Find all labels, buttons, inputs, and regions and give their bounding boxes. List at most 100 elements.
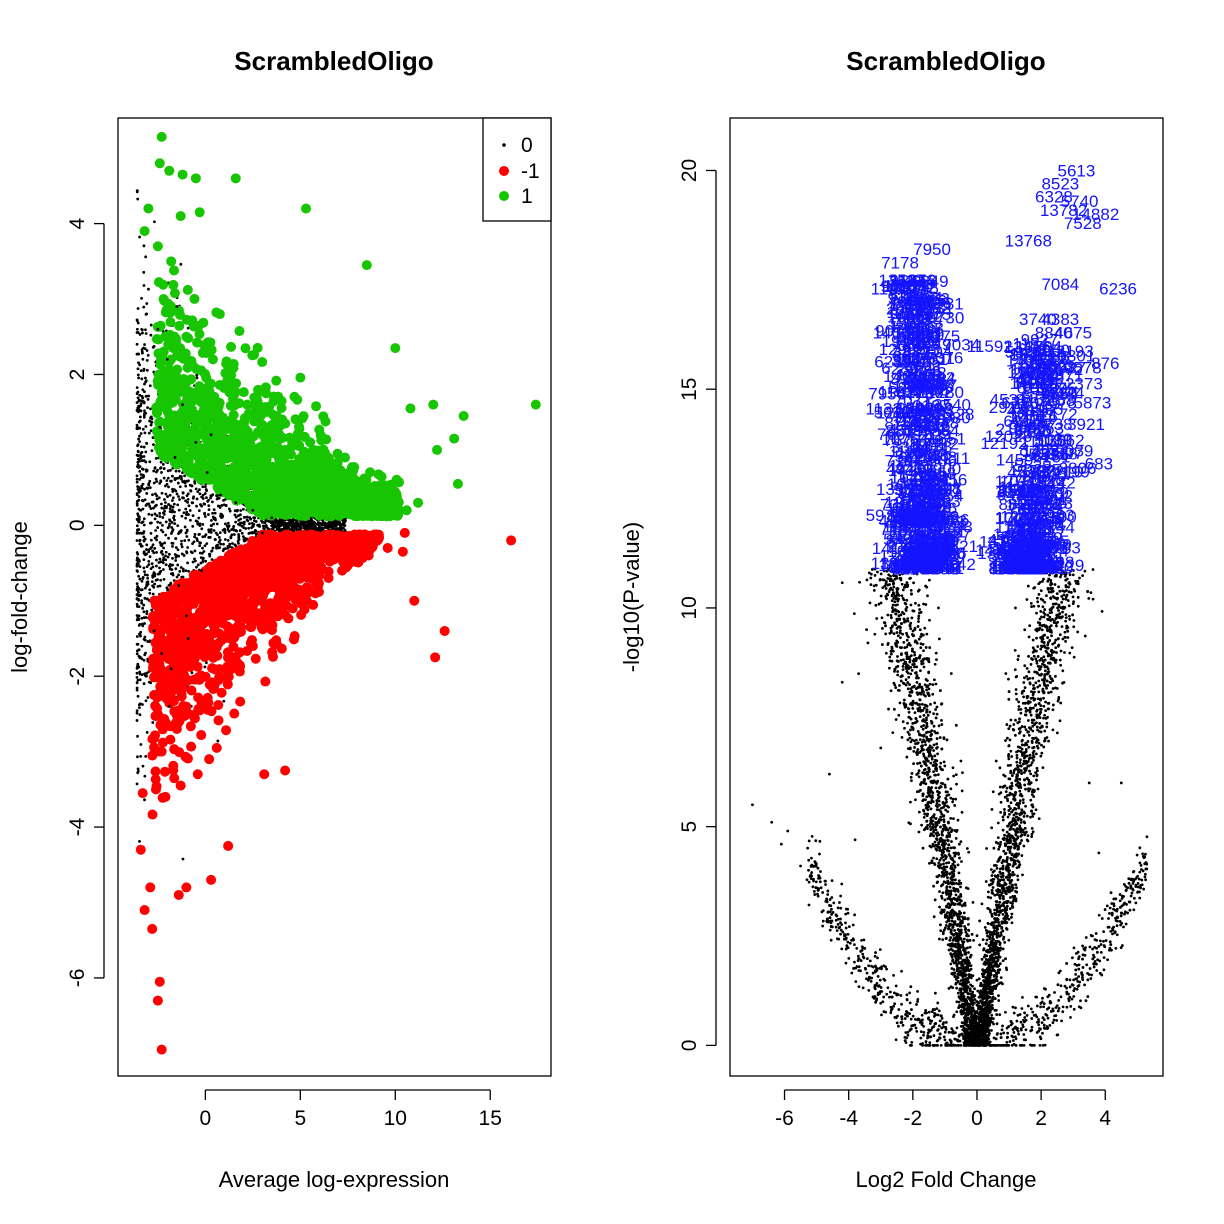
point-unchanged	[222, 498, 225, 502]
point-unchanged	[166, 588, 169, 592]
point-unchanged	[135, 392, 139, 395]
point-down	[204, 637, 215, 648]
point-unchanged	[151, 565, 155, 569]
point-unchanged	[232, 528, 236, 532]
point-unchanged	[162, 577, 166, 581]
point-unchanged	[171, 573, 175, 577]
point-unchanged	[136, 367, 140, 371]
point-unchanged	[190, 671, 194, 675]
point-unchanged	[135, 618, 139, 622]
point-unchanged	[167, 485, 170, 489]
point-down	[323, 573, 334, 584]
point-down	[363, 534, 374, 545]
point-unchanged	[160, 502, 163, 506]
point-unchanged	[161, 553, 165, 556]
point-unchanged	[138, 393, 142, 397]
point-unchanged	[183, 525, 187, 529]
point-down	[168, 589, 179, 600]
point-up	[276, 403, 287, 414]
point-unchanged	[191, 496, 195, 500]
point-unchanged	[139, 743, 143, 746]
point-unchanged	[135, 190, 139, 194]
point-unchanged	[156, 468, 159, 472]
point-down	[179, 669, 190, 680]
point-unchanged	[142, 517, 146, 521]
point-up	[211, 307, 222, 318]
point-unchanged	[138, 419, 142, 423]
point-unchanged	[304, 526, 308, 530]
ma-plot-frame	[117, 117, 552, 1077]
point-unchanged	[135, 709, 139, 713]
point-unchanged	[203, 511, 207, 515]
point-unchanged	[138, 539, 142, 543]
point-unchanged	[157, 496, 161, 500]
point-unchanged	[200, 527, 204, 531]
point-unchanged	[168, 507, 172, 511]
point-unchanged	[158, 515, 162, 518]
point-unchanged	[136, 321, 140, 325]
point-unchanged	[210, 500, 214, 504]
point-unchanged	[149, 415, 153, 419]
point-unchanged	[140, 348, 144, 351]
point-up	[180, 378, 191, 389]
point-unchanged	[137, 490, 141, 494]
point-unchanged	[178, 530, 181, 534]
point-unchanged	[139, 432, 143, 435]
point-unchanged	[186, 561, 190, 565]
point-unchanged	[144, 460, 148, 464]
point-unchanged	[167, 503, 170, 506]
point-unchanged	[242, 539, 246, 543]
point-unchanged	[160, 506, 164, 510]
point-unchanged	[339, 524, 343, 528]
point-unchanged	[179, 566, 183, 569]
point-unchanged	[234, 515, 238, 519]
point-unchanged	[146, 397, 150, 401]
point-unchanged	[233, 513, 237, 517]
point-unchanged	[248, 522, 251, 526]
point-unchanged	[198, 544, 202, 547]
point-unchanged	[193, 535, 197, 539]
point-unchanged	[144, 450, 148, 454]
point-unchanged	[145, 548, 148, 551]
point-unchanged	[140, 445, 143, 449]
point-unchanged	[164, 563, 168, 567]
point-unchanged	[237, 533, 240, 536]
point-unchanged	[194, 519, 198, 523]
point-unchanged	[149, 333, 153, 337]
point-unchanged	[237, 514, 240, 518]
point-unchanged	[138, 577, 142, 581]
point-unchanged	[290, 528, 294, 531]
point-unchanged	[193, 559, 197, 563]
point-unchanged	[135, 531, 139, 534]
point-up	[359, 480, 370, 491]
point-down	[308, 569, 319, 580]
point-unchanged	[137, 495, 141, 499]
point-unchanged	[203, 544, 207, 548]
point-unchanged	[148, 591, 152, 595]
point-down	[249, 552, 260, 563]
point-unchanged	[174, 559, 178, 562]
point-unchanged	[168, 564, 172, 568]
point-unchanged	[204, 533, 208, 537]
point-unchanged	[159, 560, 163, 564]
point-down	[188, 646, 199, 657]
point-unchanged	[140, 622, 144, 626]
point-unchanged	[136, 488, 140, 491]
point-unchanged	[191, 542, 194, 546]
point-unchanged	[240, 531, 244, 535]
point-down	[339, 542, 350, 553]
point-unchanged	[142, 658, 146, 662]
point-unchanged	[140, 296, 143, 300]
point-unchanged	[211, 511, 215, 515]
point-up	[191, 462, 202, 473]
point-up	[151, 406, 162, 417]
point-up	[373, 469, 384, 480]
point-unchanged	[140, 498, 144, 502]
point-unchanged	[205, 496, 208, 500]
point-unchanged	[178, 569, 182, 573]
point-unchanged	[228, 509, 232, 513]
point-unchanged	[138, 415, 142, 419]
point-unchanged	[135, 602, 139, 606]
point-unchanged	[154, 477, 158, 481]
point-unchanged	[137, 376, 140, 380]
